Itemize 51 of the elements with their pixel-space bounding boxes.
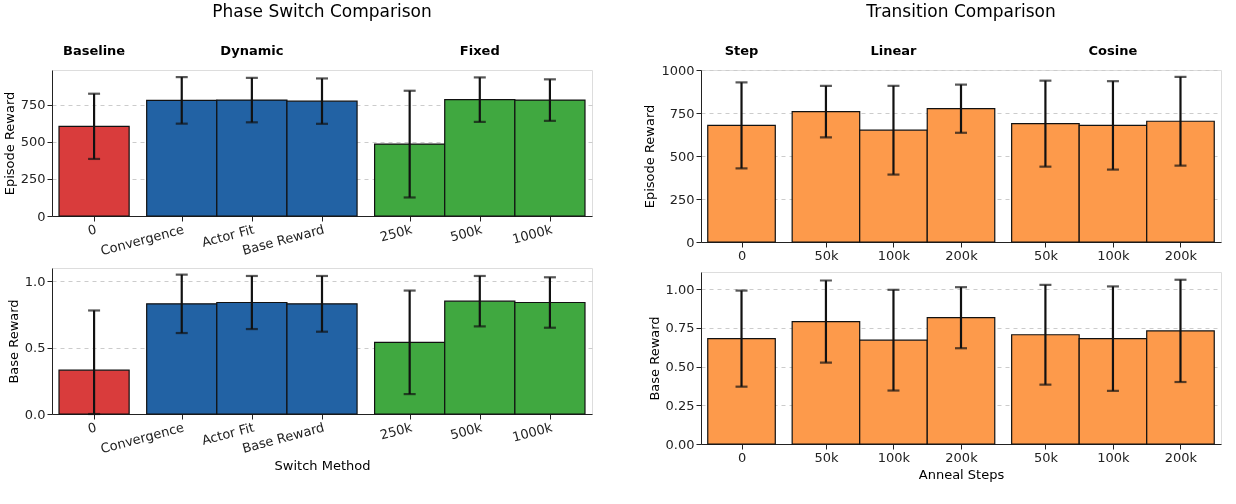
y-tick-label: 750 bbox=[20, 97, 46, 113]
x-tick-label: 50k bbox=[814, 247, 839, 263]
x-tick-label: 100k bbox=[877, 449, 911, 465]
y-axis-title: Base Reward bbox=[5, 299, 21, 384]
y-tick-label: 1000 bbox=[661, 62, 695, 78]
y-tick-label: 500 bbox=[669, 148, 695, 164]
x-tick-label: 0 bbox=[86, 221, 98, 239]
y-tick-label: 0.00 bbox=[665, 436, 695, 452]
x-tick-label: 100k bbox=[877, 247, 911, 263]
chart-title: Transition Comparison bbox=[865, 1, 1056, 21]
x-tick-label: 500k bbox=[448, 419, 485, 443]
x-tick-label: 200k bbox=[945, 449, 979, 465]
text: Dynamic bbox=[220, 43, 284, 58]
y-tick-label: 250 bbox=[20, 171, 46, 187]
y-tick-label: 750 bbox=[669, 105, 695, 121]
text: Step bbox=[724, 43, 759, 58]
x-tick-label: 1000k bbox=[510, 419, 555, 445]
y-tick-label: 500 bbox=[20, 134, 46, 150]
x-axis-title: Anneal Steps bbox=[918, 466, 1005, 482]
x-tick-label: 50k bbox=[814, 449, 839, 465]
y-tick-label: 1.00 bbox=[665, 281, 695, 297]
x-tick-label: 50k bbox=[1033, 449, 1059, 465]
text: Baseline bbox=[62, 43, 126, 58]
x-tick-label: 1000k bbox=[510, 221, 555, 247]
x-tick-label: 0 bbox=[737, 449, 747, 465]
x-tick-label: 50k bbox=[1033, 247, 1059, 263]
y-tick-label: 0.75 bbox=[665, 320, 695, 336]
y-tick-label: 0 bbox=[37, 208, 46, 224]
y-tick-label: 0.0 bbox=[24, 406, 46, 422]
x-tick-label: 500k bbox=[448, 221, 485, 245]
x-tick-label: 0 bbox=[86, 419, 98, 437]
y-tick-label: 1.0 bbox=[24, 273, 46, 289]
x-tick-label: 200k bbox=[1164, 449, 1198, 465]
y-tick-label: 250 bbox=[669, 191, 695, 207]
y-tick-label: 0.25 bbox=[665, 397, 695, 413]
x-tick-label: 100k bbox=[1097, 247, 1131, 263]
x-tick-label: 200k bbox=[1164, 247, 1198, 263]
chart-title: Phase Switch Comparison bbox=[212, 1, 432, 21]
x-axis-title: Switch Method bbox=[274, 458, 371, 474]
y-axis-title: Episode Reward bbox=[642, 104, 658, 209]
y-tick-label: 0.50 bbox=[665, 359, 695, 375]
x-tick-label: 250k bbox=[378, 419, 414, 443]
x-tick-label: 100k bbox=[1097, 449, 1131, 465]
y-axis-title: Episode Reward bbox=[1, 91, 17, 196]
text: Fixed bbox=[459, 43, 500, 58]
x-tick-label: 200k bbox=[945, 247, 979, 263]
x-tick-label: 0 bbox=[737, 247, 747, 263]
y-tick-label: 0.5 bbox=[24, 340, 46, 356]
text: Linear bbox=[870, 43, 918, 58]
text: Cosine bbox=[1088, 43, 1138, 58]
x-tick-label: 250k bbox=[378, 221, 414, 245]
